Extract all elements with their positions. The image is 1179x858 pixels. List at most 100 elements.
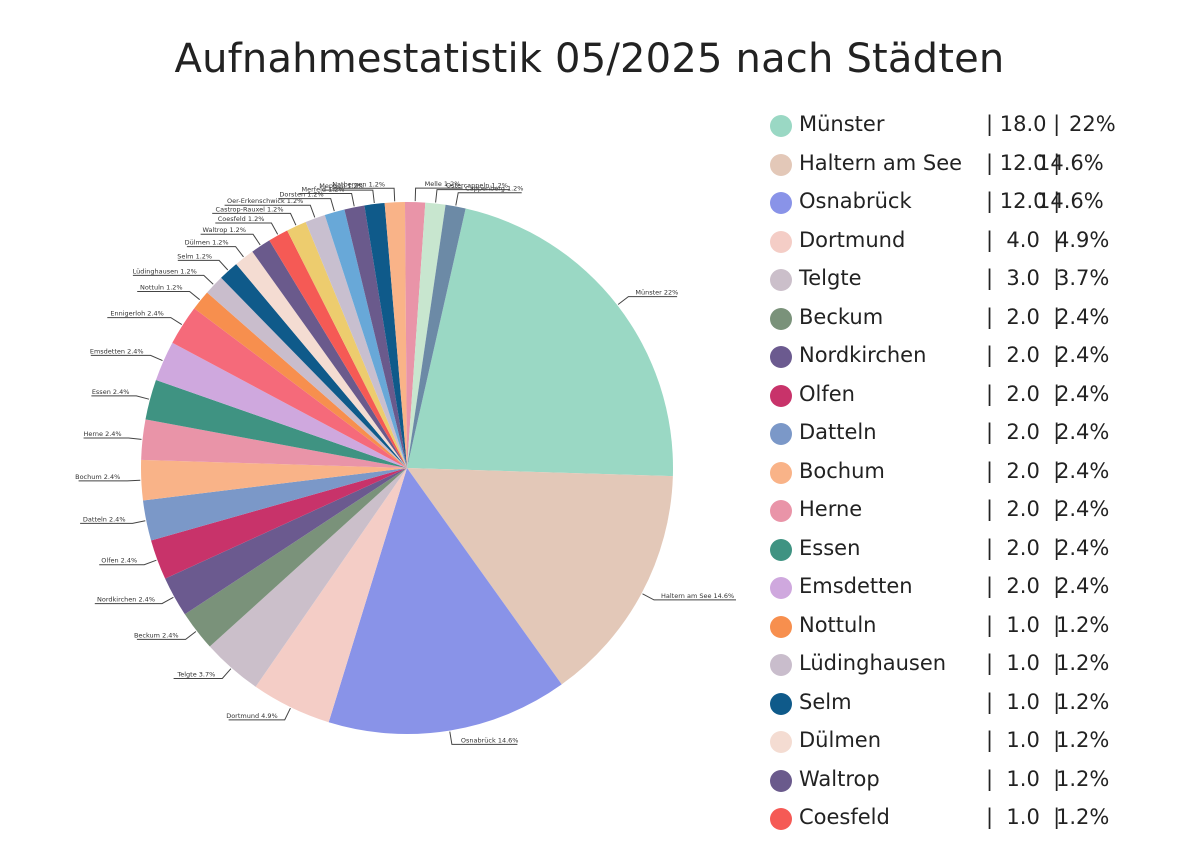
legend-swatch	[770, 307, 792, 330]
callout-leader-dorsten	[278, 198, 335, 212]
legend-swatch	[770, 577, 792, 599]
legend-value: | 1.0 |	[986, 612, 1061, 637]
pie-slice-osnabrueck	[328, 468, 562, 734]
legend-swatch	[770, 230, 792, 253]
legend-percent: 1.2%	[1056, 651, 1110, 675]
legend-percent: 1.2%	[1056, 766, 1110, 791]
legend-percent: 3.7%	[1056, 266, 1110, 290]
pie-slice-melle	[404, 202, 426, 469]
legend-value: | 2.0 |	[986, 535, 1061, 560]
pie-slice-oer-erkenschwick	[305, 215, 407, 468]
legend-percent: 14.6%	[1037, 150, 1104, 175]
legend-value: | 12.0 |	[986, 189, 1061, 213]
callout-label-ennigerloh: Ennigerloh 2.4%	[110, 310, 163, 318]
legend-value: | 18.0 |	[986, 112, 1061, 136]
callout-label-herne: Herne 2.4%	[83, 430, 121, 438]
callout-leader-waltrop	[200, 233, 261, 246]
callout-label-dortmund: Dortmund 4.9%	[226, 712, 277, 720]
legend-item-essen: Essen | 2.0 | 2.4%	[770, 530, 1170, 569]
legend-label: Telgte	[799, 266, 862, 290]
legend-percent: 2.4%	[1056, 381, 1110, 406]
legend-value: | 12.0 |	[986, 150, 1061, 175]
legend-label: Datteln	[799, 420, 877, 444]
callout-label-ostercappeln: Ostercappeln 1.2%	[446, 182, 508, 190]
legend-item-olfen: Olfen | 2.0 | 2.4%	[770, 376, 1170, 415]
callout-leader-beckum	[136, 631, 197, 640]
callout-label-coesfeld: Coesfeld 1.2%	[218, 215, 265, 223]
callout-leader-duelmen	[186, 246, 244, 258]
callout-leader-haltern-am-see	[642, 593, 736, 601]
legend-percent: 2.4%	[1056, 343, 1110, 367]
callout-leader-selm	[177, 259, 229, 271]
callout-leader-herne	[83, 437, 142, 440]
legend-value: | 2.0 |	[986, 304, 1061, 329]
legend-swatch	[770, 692, 792, 715]
legend: Münster | 18.0 | 22% Haltern am See | 12.0 |…	[770, 106, 1170, 838]
legend-label: Haltern am See	[799, 150, 963, 175]
pie-slice-coesfeld	[269, 230, 407, 468]
legend-swatch	[770, 769, 792, 792]
callout-label-haltern-am-see: Haltern am See 14.6%	[661, 592, 734, 600]
legend-percent: 1.2%	[1056, 728, 1110, 752]
callout-label-dorsten: Dorsten 1.2%	[279, 191, 323, 199]
legend-percent: 1.2%	[1056, 612, 1110, 637]
callout-leader-castrop-rauxel	[212, 212, 297, 226]
callout-label-meppen: Meppen 1.2%	[319, 182, 364, 190]
pie-slice-olfen	[151, 468, 407, 579]
legend-label: Bochum	[799, 458, 885, 483]
legend-percent: 1.2%	[1056, 805, 1110, 829]
legend-value: | 1.0 |	[986, 689, 1061, 714]
pie-slice-telgte	[209, 468, 407, 687]
legend-label: Essen	[799, 535, 861, 560]
callout-label-duelmen: Dülmen 1.2%	[185, 239, 229, 247]
legend-value: | 2.0 |	[986, 574, 1061, 598]
callout-label-melle: Melle 1.2%	[425, 180, 461, 188]
legend-percent: 2.4%	[1056, 458, 1110, 483]
legend-swatch	[770, 654, 792, 676]
callout-label-essen: Essen 2.4%	[92, 388, 130, 396]
callout-leader-olfen	[99, 559, 157, 566]
legend-percent: 2.4%	[1056, 497, 1110, 521]
legend-item-osnabrueck: Osnabrück | 12.0 | 14.6%	[770, 183, 1170, 222]
legend-item-datteln: Datteln | 2.0 | 2.4%	[770, 414, 1170, 453]
legend-label: Münster	[799, 112, 885, 136]
callout-leader-ostercappeln	[435, 189, 510, 203]
callout-label-muenster: Münster 22%	[635, 289, 678, 297]
pie-slice-ostercappeln	[407, 202, 446, 468]
pie-slice-castrop-rauxel	[287, 222, 407, 468]
callout-label-nottuln: Nottuln 1.2%	[140, 284, 183, 292]
legend-item-emsdetten: Emsdetten | 2.0 | 2.4%	[770, 568, 1170, 607]
legend-percent: 2.4%	[1056, 574, 1110, 598]
pie-slice-essen	[145, 380, 408, 468]
callout-label-telgte: Telgte 3.7%	[176, 671, 215, 679]
legend-value: | 2.0 |	[986, 497, 1061, 521]
legend-item-dortmund: Dortmund | 4.0 | 4.9%	[770, 222, 1170, 261]
legend-swatch	[770, 731, 792, 753]
pie-slice-natbergen	[384, 202, 407, 468]
callout-label-datteln: Datteln 2.4%	[83, 515, 126, 523]
legend-value: | 2.0 |	[986, 420, 1061, 444]
legend-percent: 14.6%	[1037, 189, 1104, 213]
legend-swatch	[770, 500, 792, 522]
legend-label: Selm	[799, 689, 852, 714]
pie-slice-bochum	[140, 459, 407, 501]
callout-leader-melle	[414, 187, 463, 202]
legend-label: Emsdetten	[799, 574, 913, 598]
callout-leader-merfeld	[299, 193, 355, 207]
callout-leader-cappenberg	[455, 192, 522, 206]
callout-label-cappenberg: Cappenberg 1.2%	[465, 185, 523, 193]
legend-value: | 1.0 |	[986, 728, 1061, 752]
callout-label-bochum: Bochum 2.4%	[75, 473, 120, 481]
pie-slice-datteln	[143, 468, 407, 541]
legend-swatch	[770, 269, 792, 291]
callout-label-emsdetten: Emsdetten 2.4%	[90, 347, 144, 355]
pie-slice-selm	[221, 264, 407, 468]
legend-swatch	[770, 423, 792, 445]
legend-label: Herne	[799, 497, 863, 521]
legend-label: Beckum	[799, 304, 884, 329]
legend-value: | 2.0 |	[986, 381, 1061, 406]
callout-leader-telgte	[173, 668, 232, 679]
pie-slice-ennigerloh	[172, 308, 407, 468]
legend-percent: 1.2%	[1056, 689, 1110, 714]
